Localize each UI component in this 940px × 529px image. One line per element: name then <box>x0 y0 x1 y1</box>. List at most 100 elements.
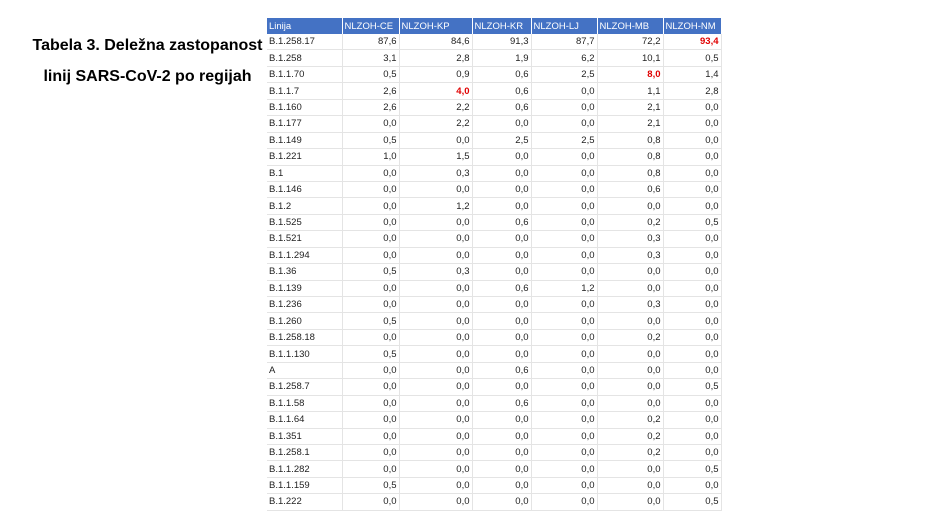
value-cell: 0,0 <box>399 345 473 363</box>
value-cell: 0,0 <box>663 132 722 150</box>
value-cell: 0,6 <box>472 362 532 380</box>
table-row: B.1.525 0,0 0,0 0,6 0,0 0,2 0,5 <box>267 214 722 232</box>
lineage-cell: B.1.1.64 <box>267 411 343 429</box>
lineage-cell: B.1.2 <box>267 197 343 215</box>
value-cell: 2,8 <box>399 49 473 67</box>
lineage-cell: B.1.1.70 <box>267 66 343 84</box>
lineage-cell: B.1.260 <box>267 312 343 330</box>
value-cell: 0,6 <box>472 395 532 413</box>
value-cell: 1,2 <box>399 197 473 215</box>
value-cell: 1,2 <box>531 280 598 298</box>
value-cell: 1,9 <box>472 49 532 67</box>
lineage-cell: B.1.160 <box>267 99 343 117</box>
value-cell: 0,0 <box>399 395 473 413</box>
column-header: NLZOH-KP <box>399 18 473 34</box>
value-cell: 0,5 <box>663 214 722 232</box>
value-cell: 0,0 <box>597 345 664 363</box>
value-cell: 0,0 <box>342 493 400 511</box>
value-cell: 6,2 <box>531 49 598 67</box>
value-cell: 0,0 <box>597 362 664 380</box>
value-cell: 0,0 <box>531 296 598 314</box>
value-cell: 0,0 <box>342 165 400 182</box>
column-header: NLZOH-MB <box>597 18 664 34</box>
value-cell: 1,5 <box>399 148 473 166</box>
lineage-cell: B.1.1.294 <box>267 247 343 265</box>
value-cell: 4,0 <box>399 82 473 100</box>
value-cell: 0,5 <box>663 460 722 478</box>
lineage-cell: B.1.1.282 <box>267 460 343 478</box>
table-row: B.1.521 0,0 0,0 0,0 0,0 0,3 0,0 <box>267 230 722 248</box>
value-cell: 0,0 <box>342 214 400 232</box>
value-cell: 0,0 <box>663 477 722 495</box>
lineage-cell: B.1.221 <box>267 148 343 166</box>
table-row: B.1.1.282 0,0 0,0 0,0 0,0 0,0 0,5 <box>267 460 722 478</box>
value-cell: 0,0 <box>399 230 473 248</box>
value-cell: 0,0 <box>342 362 400 380</box>
table-row: B.1.160 2,6 2,2 0,6 0,0 2,1 0,0 <box>267 99 722 117</box>
value-cell: 0,0 <box>472 247 532 265</box>
value-cell: 2,2 <box>399 115 473 133</box>
table-row: B.1.2 0,0 1,2 0,0 0,0 0,0 0,0 <box>267 197 722 215</box>
value-cell: 0,0 <box>399 493 473 511</box>
value-cell: 10,1 <box>597 49 664 67</box>
table-row: B.1.1.58 0,0 0,0 0,6 0,0 0,0 0,0 <box>267 395 722 413</box>
value-cell: 2,6 <box>342 99 400 117</box>
value-cell: 0,0 <box>663 345 722 363</box>
value-cell: 0,6 <box>472 82 532 100</box>
table-row: B.1.258 3,1 2,8 1,9 6,2 10,1 0,5 <box>267 49 722 67</box>
value-cell: 0,0 <box>531 493 598 511</box>
value-cell: 0,0 <box>399 247 473 265</box>
table-row: B.1.1.70 0,5 0,9 0,6 2,5 8,0 1,4 <box>267 66 722 84</box>
table-row: B.1.36 0,5 0,3 0,0 0,0 0,0 0,0 <box>267 263 722 281</box>
value-cell: 0,0 <box>597 312 664 330</box>
value-cell: 0,3 <box>597 230 664 248</box>
value-cell: 0,5 <box>342 345 400 363</box>
table-row: B.1.1.159 0,5 0,0 0,0 0,0 0,0 0,0 <box>267 477 722 495</box>
value-cell: 2,1 <box>597 115 664 133</box>
table-row: B.1.222 0,0 0,0 0,0 0,0 0,0 0,5 <box>267 493 722 511</box>
lineage-cell: B.1.1.130 <box>267 345 343 363</box>
column-header: Linija <box>267 18 343 34</box>
lineage-cell: B.1.177 <box>267 115 343 133</box>
header-row: Linija NLZOH-CE NLZOH-KP NLZOH-KR NLZOH-LJ NL… <box>267 18 722 34</box>
value-cell: 0,0 <box>342 181 400 199</box>
value-cell: 0,0 <box>597 197 664 215</box>
value-cell: 0,0 <box>342 395 400 413</box>
value-cell: 0,0 <box>663 428 722 445</box>
value-cell: 72,2 <box>597 34 664 51</box>
column-header: NLZOH-LJ <box>531 18 598 34</box>
value-cell: 0,0 <box>472 197 532 215</box>
value-cell: 0,0 <box>472 378 532 396</box>
value-cell: 87,7 <box>531 34 598 51</box>
value-cell: 0,0 <box>472 460 532 478</box>
value-cell: 0,0 <box>531 411 598 429</box>
table-body: B.1.258.17 87,6 84,6 91,3 87,7 72,2 93,4 B.1.25… <box>267 34 722 511</box>
value-cell: 0,3 <box>399 263 473 281</box>
value-cell: 0,0 <box>472 230 532 248</box>
column-header: NLZOH-NM <box>663 18 722 34</box>
table-row: B.1.221 1,0 1,5 0,0 0,0 0,8 0,0 <box>267 148 722 166</box>
value-cell: 0,0 <box>342 428 400 445</box>
value-cell: 0,0 <box>342 115 400 133</box>
value-cell: 0,0 <box>399 181 473 199</box>
value-cell: 0,5 <box>663 493 722 511</box>
value-cell: 0,0 <box>531 99 598 117</box>
table-row: B.1.258.7 0,0 0,0 0,0 0,0 0,0 0,5 <box>267 378 722 396</box>
value-cell: 0,0 <box>399 411 473 429</box>
value-cell: 0,0 <box>531 197 598 215</box>
column-header: NLZOH-KR <box>472 18 532 34</box>
column-header: NLZOH-CE <box>342 18 400 34</box>
value-cell: 0,9 <box>399 66 473 84</box>
value-cell: 0,0 <box>531 181 598 199</box>
table-row: A 0,0 0,0 0,6 0,0 0,0 0,0 <box>267 362 722 380</box>
value-cell: 8,0 <box>597 66 664 84</box>
value-cell: 0,0 <box>531 312 598 330</box>
value-cell: 1,4 <box>663 66 722 84</box>
value-cell: 0,0 <box>531 378 598 396</box>
value-cell: 0,0 <box>531 230 598 248</box>
table-row: B.1.260 0,5 0,0 0,0 0,0 0,0 0,0 <box>267 312 722 330</box>
value-cell: 0,0 <box>399 477 473 495</box>
value-cell: 0,0 <box>663 312 722 330</box>
lineage-cell: B.1.36 <box>267 263 343 281</box>
value-cell: 0,0 <box>597 263 664 281</box>
